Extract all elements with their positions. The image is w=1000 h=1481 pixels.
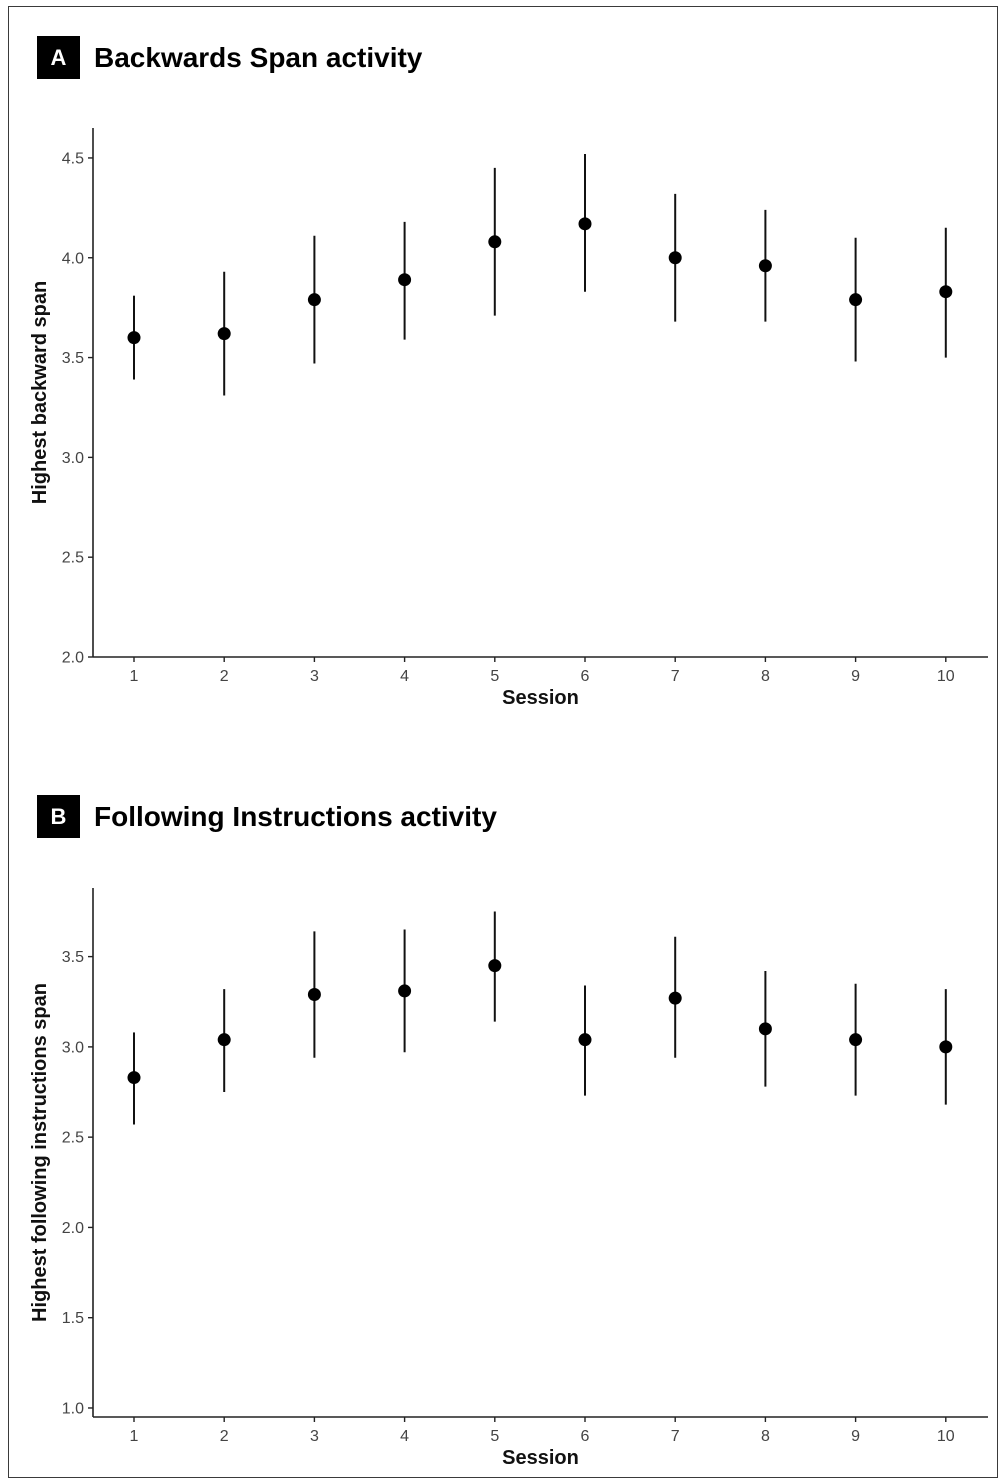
y-tick-label: 1.5 [62, 1310, 84, 1327]
data-point [849, 293, 863, 307]
x-tick-label: 7 [671, 668, 680, 685]
x-tick-label: 1 [130, 668, 139, 685]
x-tick-label: 2 [220, 1428, 229, 1445]
y-tick-label: 3.0 [62, 450, 84, 467]
y-tick-label: 3.5 [62, 949, 84, 966]
data-point [398, 273, 412, 287]
data-point [488, 959, 502, 973]
y-tick-label: 3.5 [62, 350, 84, 367]
y-tick-label: 2.5 [62, 1130, 84, 1147]
data-point [849, 1033, 863, 1047]
data-point [307, 988, 321, 1002]
y-tick-label: 4.5 [62, 150, 84, 167]
x-tick-label: 10 [937, 668, 955, 685]
data-point [758, 259, 772, 273]
x-tick-label: 9 [851, 668, 860, 685]
data-point [398, 984, 412, 998]
figure [8, 6, 998, 1478]
panel-b-title: Following Instructions activity [94, 800, 497, 832]
y-tick-label: 2.5 [62, 550, 84, 567]
y-tick-label: 3.0 [62, 1039, 84, 1056]
panel-b-letter: B [37, 795, 80, 838]
x-tick-label: 5 [490, 1428, 499, 1445]
x-tick-label: 9 [851, 1428, 860, 1445]
y-axis-label: Highest backward span [29, 281, 51, 504]
data-point [939, 1040, 953, 1054]
data-point [939, 285, 953, 299]
data-point [758, 1022, 772, 1036]
data-point [307, 293, 321, 307]
x-axis-label: Session [502, 1447, 579, 1469]
data-point [578, 1033, 592, 1047]
x-tick-label: 7 [671, 1428, 680, 1445]
panel-a-letter: A [37, 36, 80, 79]
x-tick-label: 5 [490, 668, 499, 685]
x-tick-label: 6 [581, 668, 590, 685]
x-tick-label: 6 [581, 1428, 590, 1445]
backwards-span-chart: 2.0 2.5 3.0 3.5 4.0 4.5 1 2 3 4 5 6 7 8 9 10 Session High… [29, 128, 988, 709]
data-point [488, 235, 502, 249]
y-tick-label: 4.0 [62, 250, 84, 267]
data-point [217, 1033, 231, 1047]
following-instructions-chart: 1.0 1.5 2.0 2.5 3.0 3.5 1 2 3 4 5 6 7 8 9 10 Session High… [29, 888, 988, 1469]
data-point [668, 251, 682, 265]
x-tick-label: 1 [130, 1428, 139, 1445]
x-tick-label: 3 [310, 668, 319, 685]
data-point [127, 331, 141, 345]
x-tick-label: 2 [220, 668, 229, 685]
x-axis-label: Session [502, 687, 579, 709]
data-point [217, 327, 231, 341]
y-tick-label: 2.0 [62, 1220, 84, 1237]
y-tick-label: 2.0 [62, 650, 84, 667]
y-axis-label: Highest following instructions span [29, 983, 51, 1322]
x-tick-label: 3 [310, 1428, 319, 1445]
panel-a-header: A Backwards Span activity [37, 36, 422, 79]
data-point [127, 1071, 141, 1085]
x-tick-label: 8 [761, 668, 770, 685]
x-tick-label: 8 [761, 1428, 770, 1445]
panel-a-title: Backwards Span activity [94, 41, 423, 73]
data-point [668, 991, 682, 1005]
x-tick-label: 10 [937, 1428, 955, 1445]
x-tick-label: 4 [400, 668, 409, 685]
y-tick-label: 1.0 [62, 1400, 84, 1417]
x-tick-label: 4 [400, 1428, 409, 1445]
panel-b-header: B Following Instructions activity [37, 795, 497, 838]
data-point [578, 217, 592, 231]
